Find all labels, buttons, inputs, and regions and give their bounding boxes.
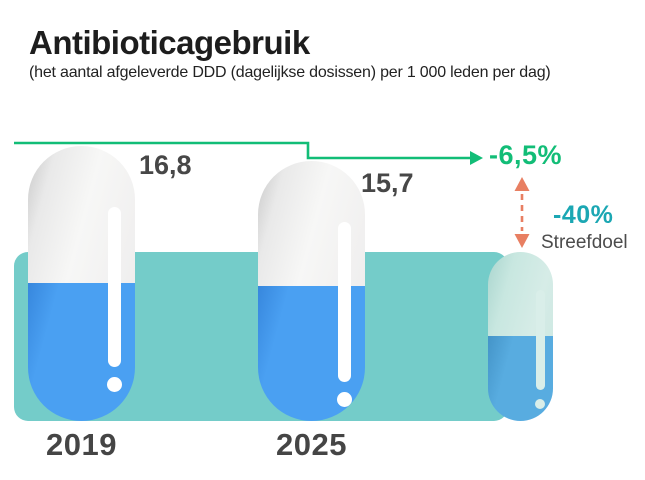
category-label-2019: 2019 — [46, 427, 117, 462]
change-percentage: -6,5% — [489, 140, 563, 170]
pill-2019 — [28, 146, 135, 421]
pill-highlight — [108, 207, 121, 367]
pill-highlight — [536, 290, 545, 390]
target-caption: Streefdoel — [541, 232, 628, 253]
page-subtitle: (het aantal afgeleverde DDD (dagelijkse … — [29, 64, 551, 81]
pill-target — [488, 252, 553, 421]
pill-2025 — [258, 161, 365, 421]
page-title: Antibioticagebruik — [29, 24, 310, 61]
target-percentage: -40% — [553, 201, 614, 229]
target-double-arrow-icon — [514, 177, 530, 248]
value-2025: 15,7 — [361, 168, 414, 198]
category-label-2025: 2025 — [276, 427, 347, 462]
pill-highlight-dot — [535, 399, 545, 409]
value-2019: 16,8 — [139, 150, 192, 180]
pill-highlight-dot — [337, 392, 352, 407]
pill-highlight — [338, 222, 351, 382]
pill-highlight-dot — [107, 377, 122, 392]
